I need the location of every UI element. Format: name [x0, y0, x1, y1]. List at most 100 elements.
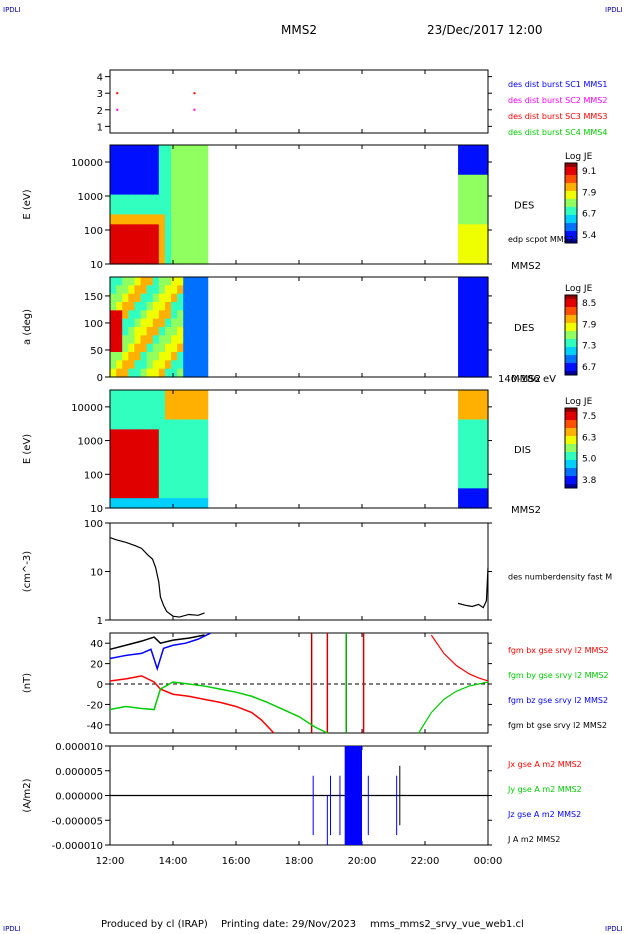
- des_energy-cell: [128, 244, 136, 255]
- des_energy-cell: [158, 204, 166, 216]
- dis_energy-cell: [146, 399, 154, 411]
- des_energy-cell: [201, 254, 209, 265]
- des_energy-cell: [189, 164, 197, 176]
- des_energy-cell: [195, 244, 203, 255]
- dis_energy-colorbar-cell: [565, 468, 577, 473]
- dis_energy-cell: [128, 399, 136, 411]
- des_pitch-cell: [122, 310, 129, 320]
- dis_energy-colorbar-cell: [565, 452, 577, 457]
- des_energy-cell: [158, 174, 166, 186]
- dis_energy-cell: [177, 498, 184, 509]
- dis_energy-cell: [464, 439, 471, 450]
- des_pitch-cell: [164, 335, 172, 345]
- des_pitch-cell: [164, 277, 172, 286]
- dis_energy-cell: [110, 399, 117, 411]
- dis_energy-cell: [476, 458, 483, 470]
- des_energy-cell: [122, 204, 129, 216]
- dis_energy-cell: [134, 488, 142, 499]
- des_pitch-cell: [128, 360, 136, 370]
- des_energy-cell: [122, 254, 129, 265]
- spacecraft-title: MMS2: [281, 23, 317, 37]
- des_pitch-cell: [476, 335, 483, 345]
- des_pitch-cell: [116, 368, 123, 378]
- dis_energy-cell: [122, 419, 129, 430]
- des_pitch-cell: [140, 277, 148, 286]
- dis_energy-cell: [140, 458, 148, 470]
- des_energy-colorbar-cell: [565, 179, 577, 184]
- des_energy-cell: [140, 234, 148, 245]
- des_pitch-cell: [146, 302, 154, 311]
- des_energy-cell: [195, 204, 203, 216]
- des_pitch-cell: [464, 285, 471, 295]
- dis_energy-cell: [476, 488, 483, 499]
- des_energy-cell: [116, 184, 123, 196]
- des_pitch-colorbar-cell: [565, 339, 577, 344]
- burst-legend-1: des dist burst SC1 MMS1: [508, 80, 607, 89]
- des_pitch-cell: [152, 335, 160, 345]
- dis_energy-cell: [458, 409, 465, 421]
- bfield-line-tail-1: [430, 634, 489, 682]
- burst-point: [193, 108, 196, 111]
- dis_energy-colorbar-cell: [565, 412, 577, 417]
- des_energy-cell: [134, 145, 142, 156]
- bfield-ylabel: (nT): [22, 673, 33, 693]
- des_pitch-cell: [134, 352, 142, 361]
- dis_energy-cell: [476, 498, 483, 509]
- des_pitch-cell: [158, 302, 166, 311]
- des_energy-cell: [482, 174, 489, 186]
- des_energy-cell: [171, 244, 178, 255]
- dis_energy-cell: [116, 458, 123, 470]
- des_energy-cell: [146, 145, 154, 156]
- des_pitch-cell: [134, 293, 142, 303]
- dis_energy-cell: [177, 399, 184, 411]
- des_energy-cell: [122, 234, 129, 245]
- des_energy-cell: [128, 164, 136, 176]
- des_energy-colorbar-cell: [565, 175, 577, 180]
- dis_energy-colorbar-cell: [565, 476, 577, 481]
- dis_energy-cell: [183, 439, 190, 450]
- des_energy-cell: [171, 184, 178, 196]
- des_pitch-cell: [195, 302, 203, 311]
- dis_energy-cell: [171, 498, 178, 509]
- dis_energy-cell: [476, 390, 483, 401]
- des_pitch-cell: [177, 327, 184, 336]
- dis_energy-cell: [110, 390, 117, 401]
- dis_energy-cell: [164, 449, 172, 460]
- dis_energy-cell: [177, 429, 184, 440]
- dis_energy-cell: [164, 429, 172, 440]
- des_pitch-cell: [158, 343, 166, 353]
- dis_energy-colorbar-title: Log JE: [565, 397, 593, 407]
- des_pitch-ytick-label: 50: [90, 346, 103, 357]
- dis_energy-cell: [122, 468, 129, 480]
- des_pitch-colorbar-cell: [565, 327, 577, 332]
- dis_energy-colorbar-cell: [565, 456, 577, 461]
- dis_energy-cell: [464, 390, 471, 401]
- bfield-ytick-label: -20: [87, 700, 103, 711]
- des_energy-cell: [458, 194, 465, 206]
- des_energy-cell: [146, 234, 154, 245]
- des_energy-colorbar-tick: 6.7: [582, 210, 596, 220]
- des_pitch-cell: [122, 335, 129, 345]
- des_pitch-cell: [152, 293, 160, 303]
- dis_energy-cell: [158, 390, 166, 401]
- dis_energy-cell: [128, 458, 136, 470]
- des_energy-cell: [470, 154, 477, 166]
- dis_energy-cell: [470, 488, 477, 499]
- des_energy-cell: [146, 224, 154, 235]
- dis_energy-cell: [164, 468, 172, 480]
- dis_energy-cell: [171, 478, 178, 489]
- des_pitch-colorbar-cell: [565, 299, 577, 304]
- bfield-line-2: [109, 681, 328, 734]
- dis_energy-cell: [464, 399, 471, 411]
- dis_energy-cell: [189, 458, 197, 470]
- des_energy-cell: [177, 184, 184, 196]
- dis_energy-cell: [189, 468, 197, 480]
- dis_energy-cell: [470, 429, 477, 440]
- des_pitch-cell: [164, 302, 172, 311]
- des_pitch-cell: [470, 335, 477, 345]
- dis_energy-cell: [464, 409, 471, 421]
- des_energy-cell: [189, 224, 197, 235]
- des_energy-cell: [470, 184, 477, 196]
- des_energy-cell: [183, 234, 190, 245]
- dis_energy-cell: [201, 429, 209, 440]
